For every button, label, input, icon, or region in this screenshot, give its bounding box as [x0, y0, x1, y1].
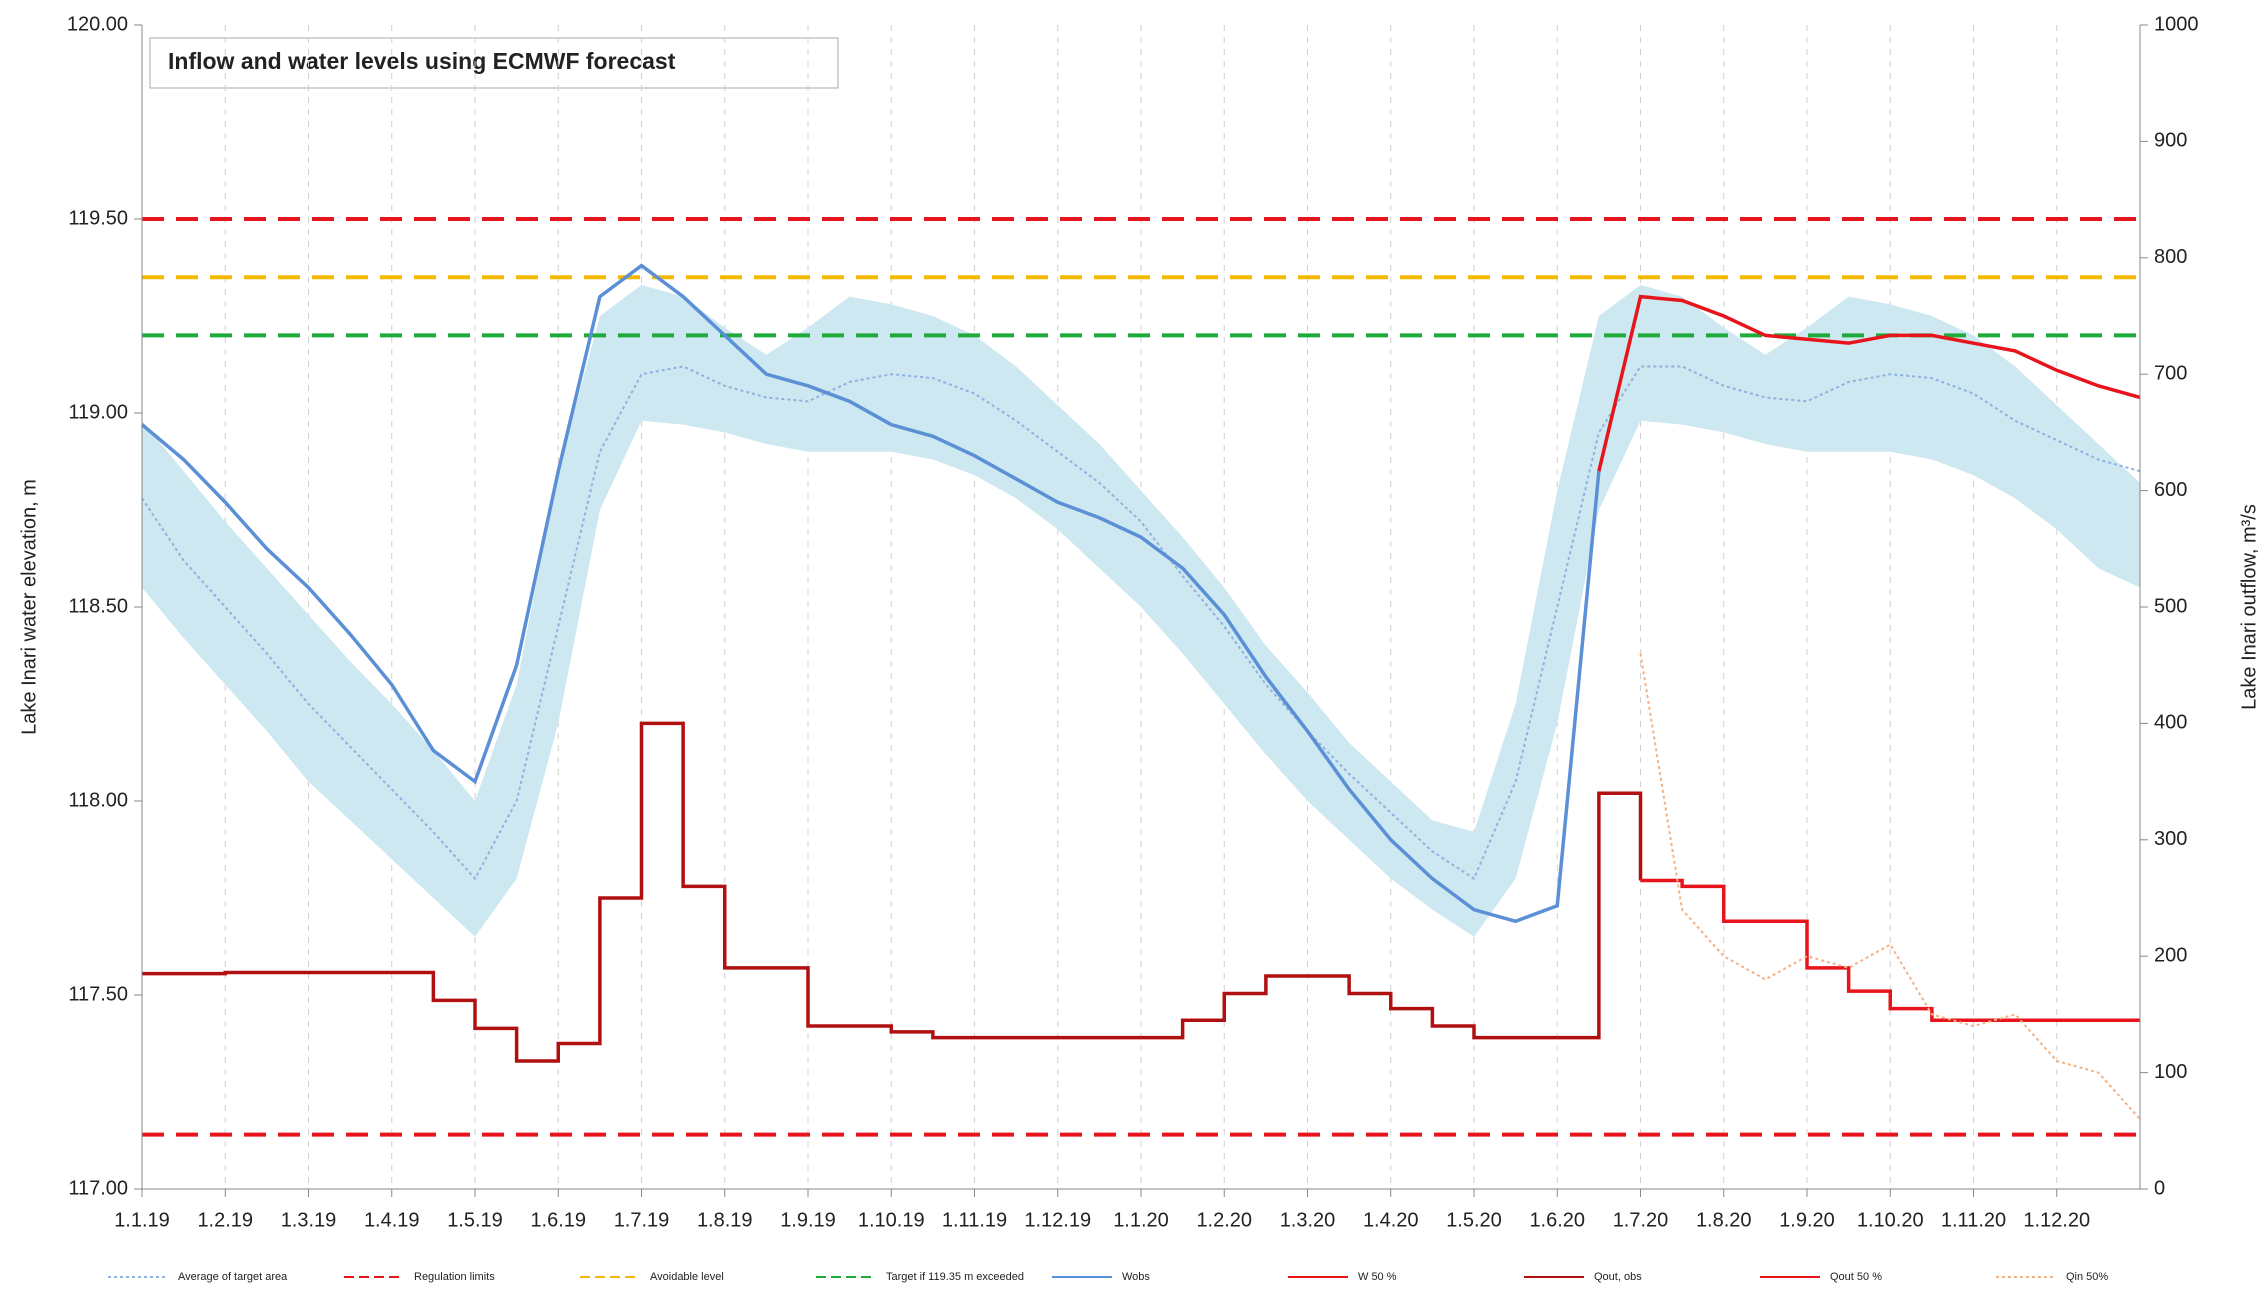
x-tick-label: 1.9.20: [1779, 1209, 1835, 1231]
x-tick-label: 1.10.20: [1857, 1209, 1924, 1231]
y-tick-label: 118.50: [68, 595, 128, 617]
x-tick-label: 1.11.19: [942, 1209, 1007, 1231]
legend-label: Avoidable level: [650, 1271, 724, 1283]
y-tick-label: 120.00: [67, 13, 128, 35]
y2-tick-label: 800: [2154, 246, 2187, 268]
x-tick-label: 1.9.19: [780, 1209, 836, 1231]
y-tick-label: 117.00: [68, 1177, 128, 1199]
y2-tick-label: 100: [2154, 1061, 2187, 1083]
x-tick-label: 1.7.20: [1613, 1209, 1669, 1231]
series-line: [1597, 294, 2141, 472]
x-tick-label: 1.2.20: [1196, 1209, 1252, 1231]
series-line: [142, 721, 1643, 1063]
y-tick-label: 117.50: [68, 983, 128, 1005]
x-tick-label: 1.6.19: [530, 1209, 586, 1231]
legend-label: Regulation limits: [414, 1271, 495, 1283]
legend-label: Average of target area: [178, 1271, 288, 1283]
title-box: [149, 37, 839, 89]
x-tick-label: 1.12.19: [1024, 1209, 1091, 1231]
target-band: [142, 284, 2140, 937]
x-tick-label: 1.4.20: [1363, 1209, 1419, 1231]
x-tick-label: 1.6.20: [1529, 1209, 1585, 1231]
x-tick-label: 1.3.19: [281, 1209, 337, 1231]
x-tick-label: 1.10.19: [858, 1209, 925, 1231]
legend-label: Qout 50 %: [1830, 1271, 1882, 1283]
y2-tick-label: 400: [2154, 712, 2187, 734]
x-tick-label: 1.5.20: [1446, 1209, 1502, 1231]
y2-tick-label: 300: [2154, 828, 2187, 850]
y2-tick-label: 0: [2154, 1177, 2165, 1199]
y-tick-label: 119.00: [68, 401, 128, 423]
series-line: [141, 365, 2141, 881]
legend-label: Wobs: [1122, 1271, 1150, 1283]
x-tick-label: 1.1.20: [1113, 1209, 1169, 1231]
x-tick-label: 1.1.19: [114, 1209, 170, 1231]
y-tick-label: 118.00: [68, 789, 128, 811]
y-axis-label: Lake Inari water elevation, m: [18, 479, 40, 735]
x-tick-label: 1.3.20: [1280, 1209, 1336, 1231]
series-line: [1639, 653, 2141, 1120]
y2-tick-label: 700: [2154, 362, 2187, 384]
chart-title: Inflow and water levels using ECMWF fore…: [168, 48, 676, 74]
y2-tick-label: 500: [2154, 595, 2187, 617]
y2-tick-label: 900: [2154, 130, 2187, 152]
x-tick-label: 1.8.20: [1696, 1209, 1752, 1231]
x-tick-label: 1.12.20: [2023, 1209, 2090, 1231]
x-tick-label: 1.7.19: [614, 1209, 670, 1231]
x-tick-label: 1.2.19: [197, 1209, 253, 1231]
y2-tick-label: 200: [2154, 944, 2187, 966]
x-tick-label: 1.11.20: [1941, 1209, 2006, 1231]
series-line: [1640, 878, 2140, 1022]
y2-axis-label: Lake Inari outflow, m³/s: [2238, 504, 2260, 710]
y2-tick-label: 600: [2154, 479, 2187, 501]
y-tick-label: 119.50: [68, 207, 128, 229]
x-tick-label: 1.4.19: [364, 1209, 420, 1231]
legend-label: Target if 119.35 m exceeded: [886, 1271, 1024, 1283]
legend-label: W 50 %: [1358, 1271, 1397, 1283]
x-tick-label: 1.5.19: [447, 1209, 503, 1231]
y2-tick-label: 1000: [2154, 13, 2199, 35]
series-line: [140, 263, 1601, 924]
x-tick-label: 1.8.19: [697, 1209, 753, 1231]
legend-label: Qout, obs: [1594, 1271, 1642, 1283]
legend-label: Qin 50%: [2066, 1271, 2108, 1283]
